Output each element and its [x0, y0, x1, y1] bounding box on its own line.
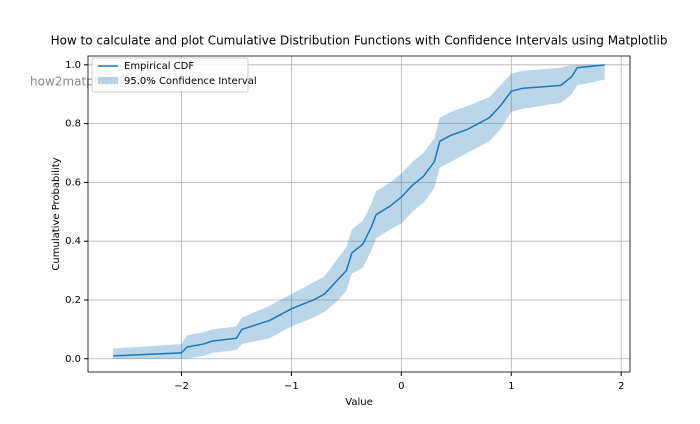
x-axis-label: Value — [345, 397, 372, 408]
x-tick-label: 0 — [398, 381, 404, 392]
x-tick-label: −2 — [174, 381, 189, 392]
chart-title: How to calculate and plot Cumulative Dis… — [51, 34, 668, 48]
y-axis-label: Cumulative Probability — [51, 157, 62, 270]
legend-label: 95.0% Confidence Interval — [124, 76, 257, 87]
x-tick-label: 2 — [618, 381, 624, 392]
y-tick-label: 0.6 — [65, 177, 81, 188]
plot-frame — [87, 55, 631, 373]
y-tick-label: 1.0 — [65, 60, 81, 71]
x-tick-label: 1 — [508, 381, 514, 392]
y-tick-label: 0.0 — [65, 354, 81, 365]
confidence-band — [113, 64, 605, 359]
x-tick-label: −1 — [284, 381, 299, 392]
legend-swatch — [98, 77, 118, 84]
y-tick-label: 0.4 — [65, 236, 81, 247]
legend: Empirical CDF 95.0% Confidence Interval — [91, 57, 257, 93]
y-tick-label: 0.8 — [65, 119, 81, 130]
legend-box — [91, 57, 249, 93]
legend-label: Empirical CDF — [124, 61, 194, 72]
y-tick-label: 0.2 — [65, 295, 81, 306]
cdf-line — [113, 64, 605, 357]
